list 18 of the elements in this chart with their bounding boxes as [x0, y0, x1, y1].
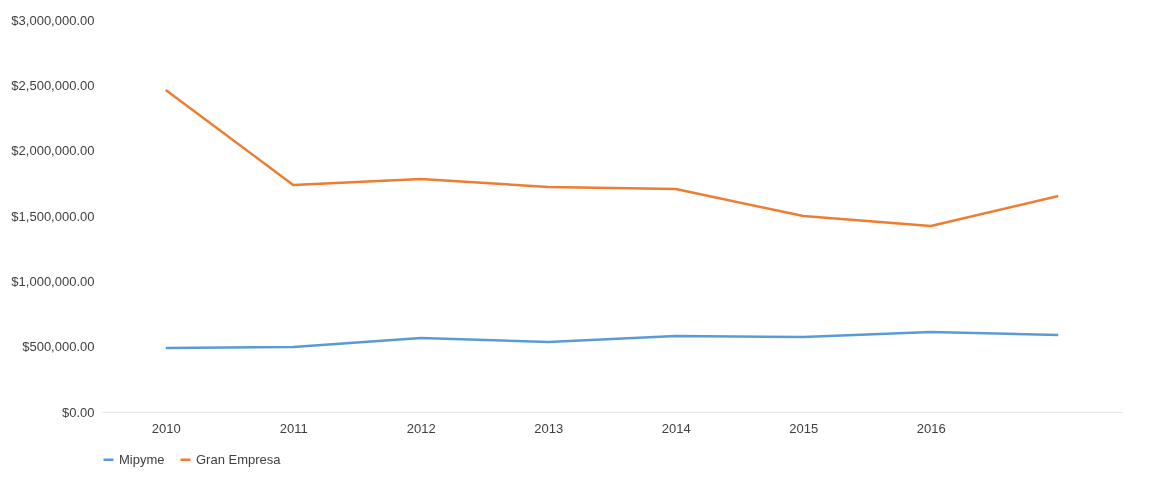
x-tick-label: 2015 [789, 420, 819, 436]
y-tick-label: $2,000,000.00 [11, 143, 95, 159]
y-tick-label: $1,500,000.00 [11, 208, 95, 224]
y-tick-label: $500,000.00 [22, 339, 95, 355]
x-tick-label: 2016 [916, 420, 946, 436]
x-tick-label: 2012 [406, 420, 436, 436]
x-tick-label: 2013 [534, 420, 564, 436]
y-tick-label: $0.00 [61, 404, 95, 420]
line-series [164, 330, 1060, 350]
legend-label: Mipyme [119, 451, 165, 467]
x-tick-label: 2010 [151, 420, 181, 436]
x-tick-label: 2011 [279, 420, 308, 436]
y-tick-label: $2,500,000.00 [11, 77, 95, 93]
x-tick-label: 2014 [661, 420, 691, 436]
legend-label: Gran Empresa [196, 451, 282, 467]
line-series [164, 88, 1060, 228]
y-tick-label: $1,000,000.00 [11, 273, 95, 289]
y-tick-label: $3,000,000.00 [11, 12, 95, 28]
